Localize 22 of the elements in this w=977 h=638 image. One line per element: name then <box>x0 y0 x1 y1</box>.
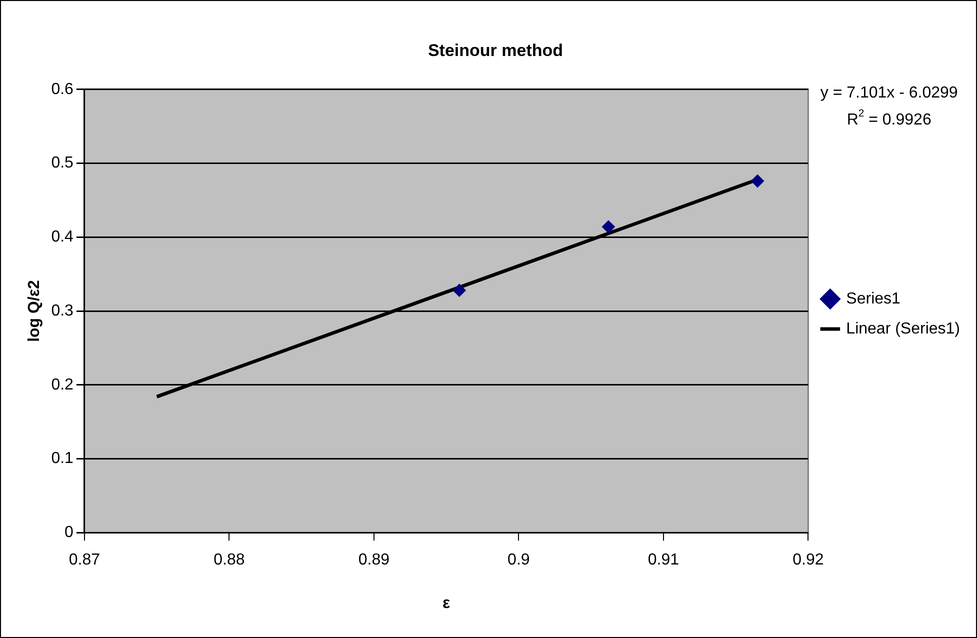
x-tick-label: 0.9 <box>508 552 530 569</box>
text: y = 7.101x - 6.0299 <box>820 84 958 102</box>
point <box>602 220 615 234</box>
chart-title: Steinour method <box>428 40 564 60</box>
y-tick-label: 0.4 <box>51 228 74 246</box>
y-tick-label: 0.5 <box>51 154 74 172</box>
legend-label: Linear (Series1) <box>846 320 960 338</box>
y-tick-label: 0.3 <box>51 302 74 320</box>
x-tick-label: 0.92 <box>792 552 824 569</box>
x-tick-label: 0.87 <box>68 552 100 569</box>
x-tick-label: 0.88 <box>214 552 245 569</box>
x-tick-label: 0.91 <box>648 552 680 569</box>
y-tick-label: 0 <box>64 524 74 542</box>
y-tick-label: 0.6 <box>51 80 74 98</box>
point <box>751 174 764 188</box>
legend-label: Series1 <box>846 290 901 308</box>
y-axis-title: log Q/ε2 <box>26 280 44 342</box>
point <box>452 284 466 297</box>
x-axis-title: ε <box>442 594 451 612</box>
x-tick-label: 0.89 <box>358 552 390 569</box>
y-tick-label: 0.1 <box>51 450 74 468</box>
y-tick-label: 0.2 <box>51 376 74 394</box>
